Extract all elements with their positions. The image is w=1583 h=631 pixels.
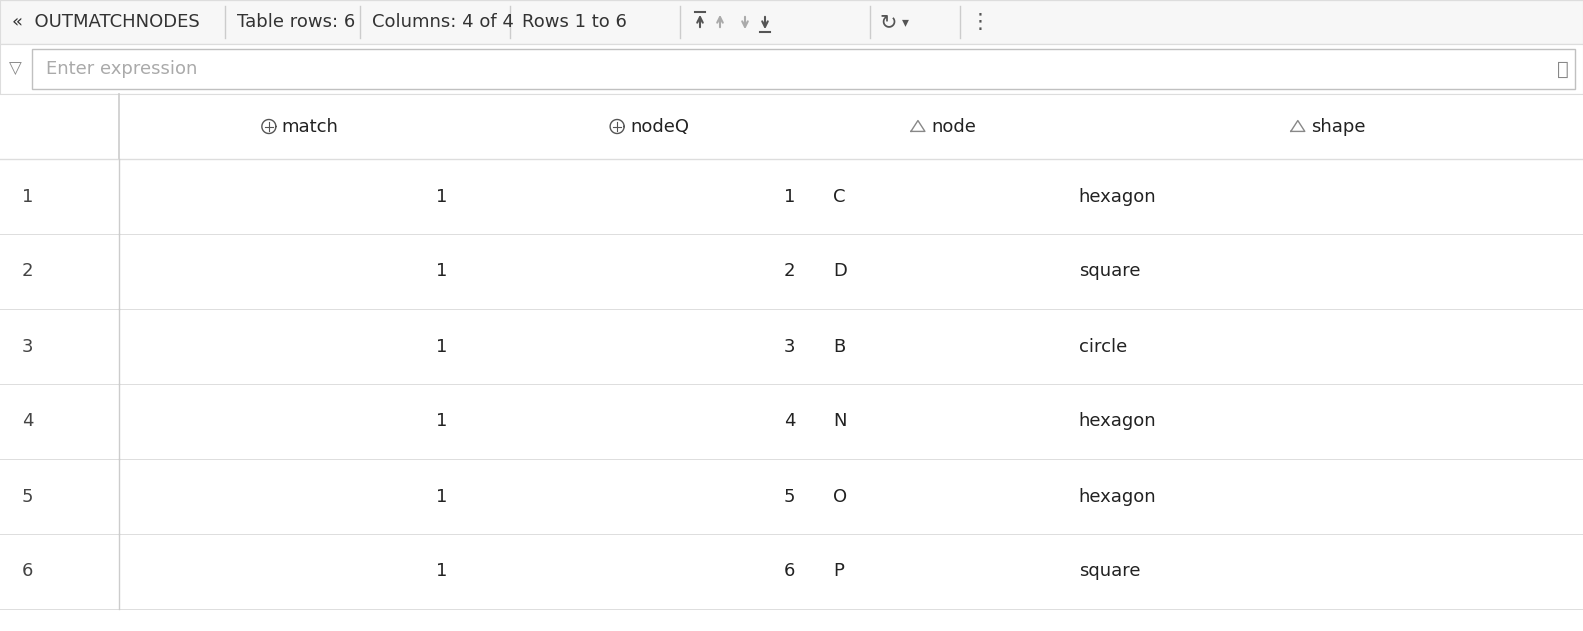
Text: 6: 6 (22, 562, 33, 581)
Bar (32, 49, 1575, 89)
Bar (0, 309, 1583, 384)
Text: O: O (833, 488, 847, 505)
Text: nodeQ: nodeQ (630, 117, 689, 136)
Text: C: C (833, 187, 845, 206)
Text: match: match (282, 117, 339, 136)
Text: Table rows: 6: Table rows: 6 (237, 13, 355, 31)
Text: 1: 1 (435, 413, 446, 430)
Text: P: P (833, 562, 844, 581)
Text: ⌕: ⌕ (1558, 59, 1569, 78)
Text: 1: 1 (435, 488, 446, 505)
Bar (0, 0, 1583, 44)
Bar (0, 94, 1583, 159)
Bar (0, 234, 1583, 309)
Text: 3: 3 (784, 338, 795, 355)
Bar (0, 384, 1583, 459)
Text: circle: circle (1078, 338, 1127, 355)
Text: 1: 1 (22, 187, 33, 206)
Text: Rows 1 to 6: Rows 1 to 6 (522, 13, 627, 31)
Text: 2: 2 (22, 262, 33, 281)
Text: node: node (931, 117, 975, 136)
Bar (0, 44, 1583, 94)
Text: ↻: ↻ (879, 12, 896, 32)
Text: 4: 4 (784, 413, 795, 430)
Text: B: B (833, 338, 845, 355)
Text: 1: 1 (435, 338, 446, 355)
Text: shape: shape (1311, 117, 1365, 136)
Text: 1: 1 (784, 187, 795, 206)
Text: square: square (1078, 562, 1140, 581)
Text: «  OUTMATCHNODES: « OUTMATCHNODES (13, 13, 199, 31)
Text: Enter expression: Enter expression (46, 60, 198, 78)
Text: square: square (1078, 262, 1140, 281)
Bar (0, 159, 1583, 234)
Text: N: N (833, 413, 847, 430)
Text: ▽: ▽ (8, 60, 22, 78)
Text: hexagon: hexagon (1078, 187, 1156, 206)
Text: ▾: ▾ (901, 15, 909, 29)
Text: hexagon: hexagon (1078, 488, 1156, 505)
Text: 3: 3 (22, 338, 33, 355)
Text: Columns: 4 of 4: Columns: 4 of 4 (372, 13, 514, 31)
Text: hexagon: hexagon (1078, 413, 1156, 430)
Text: 5: 5 (784, 488, 795, 505)
Text: 1: 1 (435, 562, 446, 581)
Text: 4: 4 (22, 413, 33, 430)
Bar (0, 534, 1583, 609)
Text: 1: 1 (435, 262, 446, 281)
Bar (0, 459, 1583, 534)
Text: 5: 5 (22, 488, 33, 505)
Text: 6: 6 (784, 562, 795, 581)
Text: D: D (833, 262, 847, 281)
Text: ⋮: ⋮ (969, 12, 991, 32)
Text: 1: 1 (435, 187, 446, 206)
Text: 2: 2 (784, 262, 795, 281)
